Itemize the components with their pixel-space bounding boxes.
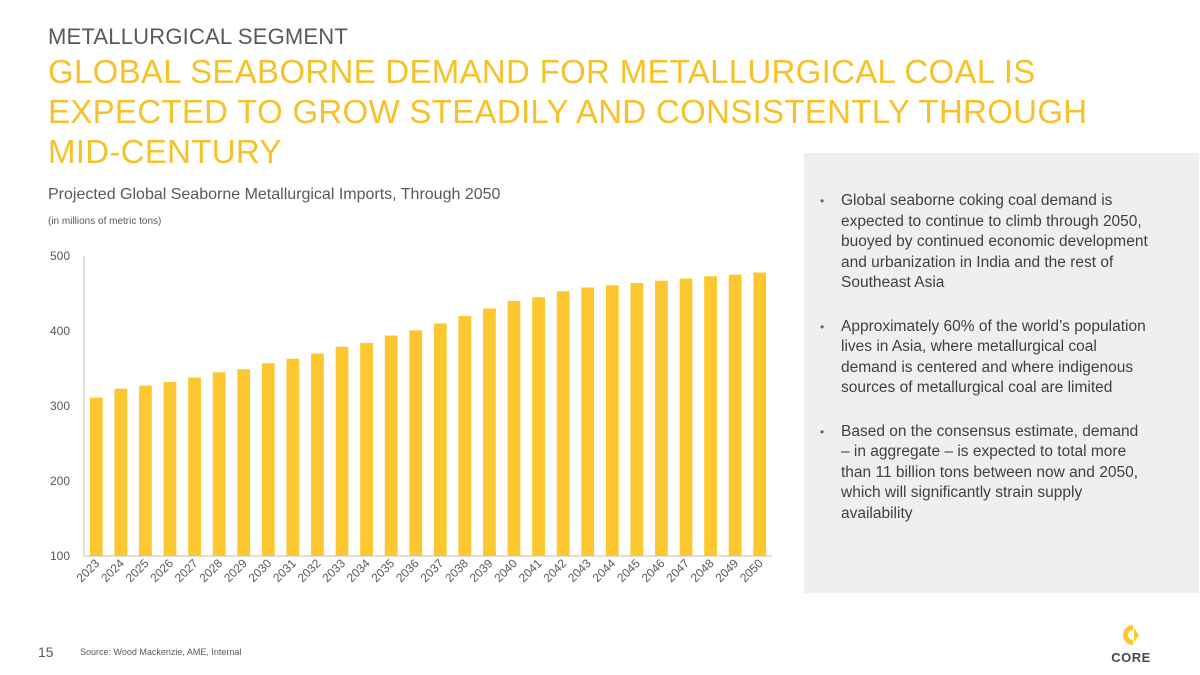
chart-title: Projected Global Seaborne Metallurgical … xyxy=(48,186,501,203)
x-tick-label: 2030 xyxy=(246,556,275,585)
x-tick-label: 2031 xyxy=(270,556,299,585)
slide-headline: GLOBAL SEABORNE DEMAND FOR METALLURGICAL… xyxy=(48,53,1088,170)
bar xyxy=(261,363,275,556)
bar xyxy=(532,297,545,556)
bar xyxy=(114,388,128,556)
bar xyxy=(335,346,349,556)
x-tick-label: 2026 xyxy=(147,556,176,585)
bar xyxy=(483,308,496,556)
x-tick-label: 2048 xyxy=(688,556,717,585)
bar xyxy=(728,274,742,556)
x-tick-label: 2047 xyxy=(663,556,692,585)
bar xyxy=(311,353,324,556)
bar xyxy=(139,385,152,556)
x-tick-label: 2028 xyxy=(196,556,225,585)
bar-chart: 1002003004005002023202420252026202720282… xyxy=(50,249,772,585)
logo-text: CORE xyxy=(1111,650,1151,665)
bullet-marker: • xyxy=(820,319,825,334)
x-tick-label: 2024 xyxy=(98,556,127,585)
x-tick-label: 2023 xyxy=(74,556,103,585)
bullet-text: Approximately 60% of the world’s populat… xyxy=(841,317,1146,397)
x-tick-label: 2043 xyxy=(565,556,594,585)
bar xyxy=(409,330,423,556)
bar xyxy=(507,301,521,556)
bar xyxy=(237,369,251,556)
bar xyxy=(581,287,595,556)
bar xyxy=(630,283,644,556)
bar xyxy=(556,291,570,556)
bar xyxy=(188,377,201,556)
bar xyxy=(458,316,472,556)
y-tick-label: 200 xyxy=(50,474,70,488)
x-tick-label: 2033 xyxy=(319,556,348,585)
logo-mark-icon xyxy=(1123,625,1139,645)
x-tick-label: 2046 xyxy=(639,556,668,585)
bullet-marker: • xyxy=(820,194,825,208)
core-logo: CORE xyxy=(1106,622,1156,668)
x-tick-label: 2037 xyxy=(418,556,447,585)
bullet-item: • Global seaborne coking coal demand is e… xyxy=(820,191,1150,294)
y-tick-label: 500 xyxy=(50,249,70,263)
x-tick-label: 2032 xyxy=(295,556,324,585)
bar xyxy=(163,382,177,556)
x-tick-label: 2044 xyxy=(590,556,619,585)
bar xyxy=(605,285,619,556)
bullet-text: Based on the consensus estimate, demand … xyxy=(841,422,1139,522)
x-tick-label: 2036 xyxy=(393,556,422,585)
x-tick-label: 2025 xyxy=(123,556,152,585)
x-tick-label: 2040 xyxy=(491,556,520,585)
x-tick-label: 2034 xyxy=(344,556,373,585)
chart-unit-label: (in millions of metric tons) xyxy=(48,216,162,227)
bar xyxy=(89,397,103,556)
bar xyxy=(384,335,398,556)
bullet-text: Global seaborne coking coal demand is ex… xyxy=(841,192,1148,291)
bar xyxy=(679,278,693,556)
y-tick-label: 400 xyxy=(50,324,70,338)
bar xyxy=(212,372,226,556)
x-tick-label: 2042 xyxy=(540,556,569,585)
x-tick-label: 2041 xyxy=(516,556,545,585)
bar xyxy=(433,323,447,556)
section-eyebrow: METALLURGICAL SEGMENT xyxy=(48,24,349,49)
bar xyxy=(704,276,717,556)
x-tick-label: 2035 xyxy=(368,556,397,585)
x-tick-label: 2049 xyxy=(712,556,741,585)
bullet-item: • Based on the consensus estimate, demand… xyxy=(820,422,1150,525)
source-note: Source: Wood Mackenzie, AME, Internal xyxy=(80,647,242,657)
x-tick-label: 2027 xyxy=(172,556,201,585)
bullet-marker: • xyxy=(820,424,825,439)
bar xyxy=(286,358,300,556)
y-tick-label: 300 xyxy=(50,399,70,413)
x-tick-label: 2038 xyxy=(442,556,471,585)
x-tick-label: 2029 xyxy=(221,556,250,585)
bar xyxy=(360,343,373,556)
x-tick-label: 2050 xyxy=(737,556,766,585)
bullet-item: • Approximately 60% of the world’s popula… xyxy=(820,317,1150,399)
bar xyxy=(655,280,668,556)
bullet-list: • Global seaborne coking coal demand is e… xyxy=(820,191,1150,547)
x-tick-label: 2039 xyxy=(467,556,496,585)
commentary-panel: • Global seaborne coking coal demand is e… xyxy=(804,153,1199,593)
bar xyxy=(753,272,767,556)
x-tick-label: 2045 xyxy=(614,556,643,585)
y-tick-label: 100 xyxy=(50,549,70,563)
page-number: 15 xyxy=(38,644,54,660)
